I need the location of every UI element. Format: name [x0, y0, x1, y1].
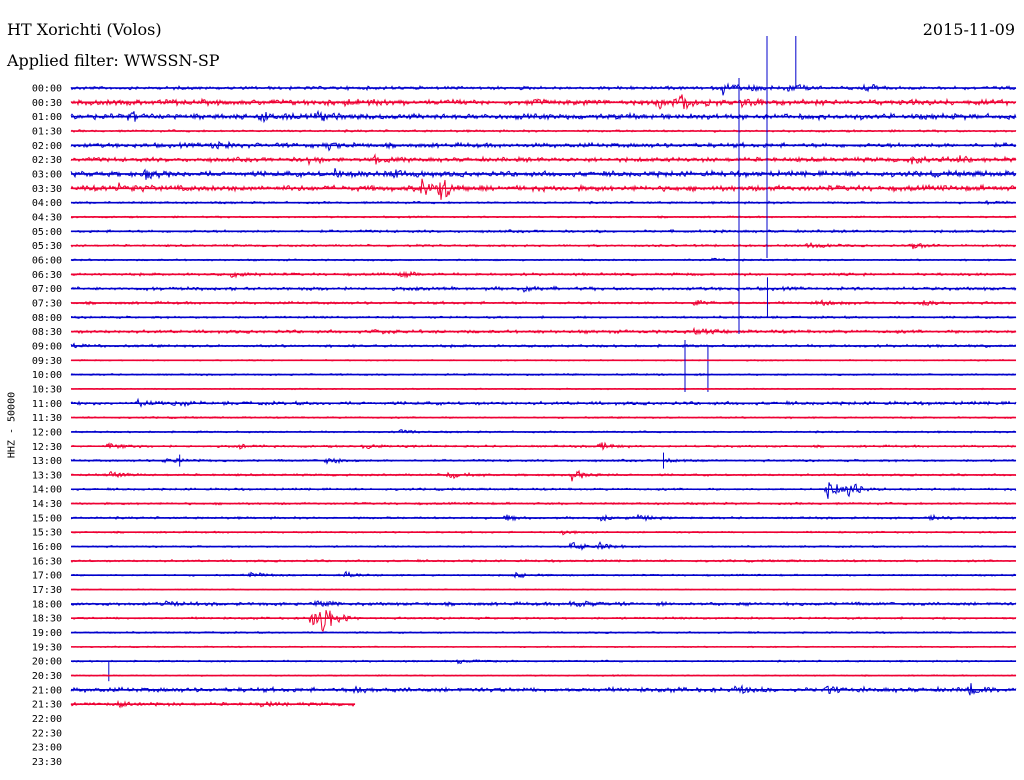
- tick-label: 08:00: [32, 313, 62, 324]
- tick-label: 07:00: [32, 284, 62, 295]
- filter-label: Applied filter: WWSSN-SP: [7, 51, 220, 70]
- tick-labels-group: 00:00 00:30 01:00 01:30 02:00 02:30 03:00 03:30…: [32, 84, 62, 769]
- tick-label: 15:00: [32, 513, 62, 524]
- tick-label: 07:30: [32, 298, 62, 309]
- tick-label: 21:30: [32, 700, 62, 711]
- tick-label: 00:00: [32, 84, 62, 95]
- tick-label: 10:30: [32, 384, 62, 395]
- tick-label: 13:30: [32, 470, 62, 481]
- tick-label: 05:30: [32, 241, 62, 252]
- tick-label: 04:30: [32, 212, 62, 223]
- tick-label: 15:30: [32, 528, 62, 539]
- tick-label: 17:00: [32, 571, 62, 582]
- tick-label: 18:00: [32, 599, 62, 610]
- tick-label: 05:00: [32, 227, 62, 238]
- tick-label: 01:30: [32, 126, 62, 137]
- tick-label: 19:00: [32, 628, 62, 639]
- tick-label: 08:30: [32, 327, 62, 338]
- tick-label: 09:30: [32, 356, 62, 367]
- tick-label: 02:30: [32, 155, 62, 166]
- traces-group: [70, 36, 1017, 709]
- tick-label: 04:00: [32, 198, 62, 209]
- tick-label: 12:00: [32, 427, 62, 438]
- tick-label: 22:30: [32, 728, 62, 739]
- tick-label: 02:00: [32, 141, 62, 152]
- trace-line: [70, 178, 1017, 200]
- trace-line: [71, 609, 1017, 633]
- tick-label: 12:30: [32, 442, 62, 453]
- trace-line: [70, 94, 1017, 111]
- tick-label: 06:30: [32, 270, 62, 281]
- tick-label: 20:00: [32, 657, 62, 668]
- tick-label: 14:30: [32, 499, 62, 510]
- tick-label: 09:00: [32, 341, 62, 352]
- tick-label: 16:00: [32, 542, 62, 553]
- tick-label: 03:00: [32, 169, 62, 180]
- tick-label: 03:30: [32, 184, 62, 195]
- tick-label: 06:00: [32, 255, 62, 266]
- tick-label: 14:00: [32, 485, 62, 496]
- trace-line: [70, 482, 1017, 499]
- tick-label: 01:00: [32, 112, 62, 123]
- station-title: HT Xorichti (Volos): [7, 20, 162, 39]
- trace-line: [70, 82, 1017, 96]
- tick-label: 16:30: [32, 556, 62, 567]
- date-label: 2015-11-09: [922, 20, 1015, 39]
- tick-label: 00:30: [32, 98, 62, 109]
- trace-line: [70, 469, 1017, 482]
- tick-label: 20:30: [32, 671, 62, 682]
- tick-label: 18:30: [32, 614, 62, 625]
- tick-label: 11:00: [32, 399, 62, 410]
- tick-label: 23:00: [32, 743, 62, 754]
- tick-label: 10:00: [32, 370, 62, 381]
- trace-line: [70, 168, 1017, 180]
- tick-label: 17:30: [32, 585, 62, 596]
- tick-label: 11:30: [32, 413, 62, 424]
- tick-label: 13:00: [32, 456, 62, 467]
- tick-label: 23:30: [32, 757, 62, 768]
- tick-label: 19:30: [32, 642, 62, 653]
- tick-label: 22:00: [32, 714, 62, 725]
- tick-label: 21:00: [32, 685, 62, 696]
